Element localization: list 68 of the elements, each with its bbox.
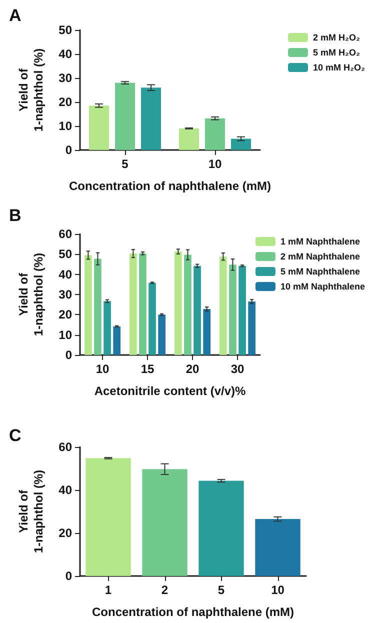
- bar: [205, 118, 225, 150]
- bar: [238, 266, 246, 355]
- bar: [229, 264, 236, 355]
- chart-title: B: [9, 206, 22, 225]
- y-tick-label: 60: [58, 440, 72, 454]
- y-tick-label: 0: [65, 143, 72, 157]
- y-tick-label: 40: [58, 267, 72, 282]
- legend-label: 10 mM H₂O₂: [312, 62, 366, 72]
- bar: [113, 326, 120, 355]
- y-tick-label: 30: [58, 288, 72, 302]
- x-tick-label: 5: [218, 583, 225, 597]
- legend-label: 2 mM H₂O₂: [312, 32, 360, 42]
- legend-label: 1 mM Naphthalene: [280, 236, 360, 246]
- x-tick-label: 30: [230, 362, 244, 376]
- y-tick-label: 40: [58, 483, 72, 497]
- bar: [248, 302, 256, 355]
- bar: [148, 282, 156, 355]
- x-tick-label: 10: [96, 362, 110, 376]
- x-axis-title: Concentration of naphthalene (mM): [69, 179, 271, 193]
- y-tick-label: 10: [58, 119, 72, 133]
- x-axis-title: Acetonitrile content (v/v)%: [94, 384, 246, 398]
- x-tick-label: 20: [186, 362, 200, 376]
- chart-title: C: [9, 426, 22, 445]
- bar: [94, 258, 102, 355]
- y-tick-label: 30: [58, 71, 72, 85]
- bar: [130, 254, 137, 355]
- y-tick-label: 20: [58, 308, 72, 322]
- y-axis-title: Yield of 1-naphthol (%): [16, 252, 46, 336]
- y-tick-label: 40: [58, 47, 72, 61]
- y-tick-label: 60: [58, 227, 72, 241]
- y-axis-title: Yield of 1-naphthol (%): [16, 48, 46, 132]
- bar: [84, 255, 92, 355]
- bar: [198, 480, 244, 576]
- bar: [89, 106, 109, 150]
- y-tick-label: 20: [58, 95, 72, 109]
- y-tick-label: 20: [58, 526, 72, 540]
- y-tick-label: 0: [65, 569, 72, 583]
- x-tick-label: 15: [140, 362, 154, 376]
- x-tick-label: 1: [104, 583, 112, 597]
- legend-label: 10 mM Naphthalene: [280, 282, 366, 292]
- bar: [158, 314, 166, 355]
- y-tick-label: 50: [58, 247, 72, 262]
- bar: [139, 253, 146, 355]
- bar: [174, 252, 182, 355]
- bar: [231, 138, 251, 150]
- x-tick-label: 5: [122, 157, 129, 171]
- x-tick-label: 10: [271, 583, 285, 597]
- bar: [203, 309, 210, 355]
- legend-label: 5 mM H₂O₂: [312, 48, 360, 58]
- bar: [104, 301, 111, 355]
- bar: [142, 469, 188, 576]
- bar: [115, 82, 135, 150]
- legend-label: 2 mM Naphthalene: [280, 252, 360, 262]
- bar: [194, 266, 201, 355]
- bar: [179, 128, 199, 150]
- y-tick-label: 0: [65, 348, 72, 362]
- chart-title: A: [9, 6, 22, 25]
- bar: [141, 88, 161, 150]
- legend-label: 5 mM Naphthalene: [280, 266, 360, 276]
- y-tick-label: 50: [58, 23, 72, 37]
- x-tick-label: 2: [161, 583, 168, 597]
- x-axis-title: Concentration of naphthalene (mM): [92, 605, 294, 619]
- bar: [255, 519, 300, 576]
- y-axis-title: Yield of 1-naphthol (%): [16, 470, 46, 554]
- y-tick-label: 10: [58, 328, 72, 342]
- bar: [184, 254, 192, 355]
- bar: [220, 256, 227, 355]
- bar: [86, 458, 131, 576]
